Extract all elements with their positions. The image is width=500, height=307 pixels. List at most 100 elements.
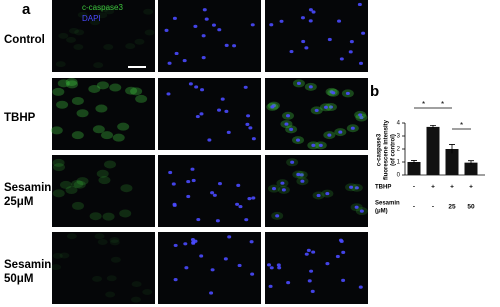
cytoplasm (135, 94, 148, 103)
micrograph (52, 78, 155, 150)
cells (51, 233, 153, 303)
cells (267, 238, 363, 294)
cytoplasm (120, 184, 133, 193)
nucleus (328, 105, 333, 109)
micrograph (52, 232, 155, 304)
micrograph (265, 155, 368, 227)
cytoplasm (71, 131, 84, 140)
cytoplasm (65, 78, 78, 87)
cytoplasm (104, 8, 115, 15)
nucleus (223, 257, 228, 261)
nucleus (217, 181, 222, 186)
micrograph (158, 78, 261, 150)
nucleus (215, 219, 220, 223)
cytoplasm (103, 43, 114, 50)
nucleus (210, 191, 215, 195)
cytoplasm (51, 264, 62, 271)
cytoplasm (142, 288, 153, 295)
nucleus (304, 46, 309, 50)
cytoplasm (109, 237, 120, 244)
cytoplasm (130, 296, 141, 303)
channel-label: c-caspase3 (82, 3, 123, 12)
bar (464, 162, 478, 175)
nucleus (276, 263, 281, 267)
nucleus (323, 105, 328, 109)
nucleus (280, 181, 285, 185)
cytoplasm (52, 189, 65, 198)
y-axis-label: c-caspase3 (377, 133, 383, 166)
condition-level: + (450, 184, 454, 191)
cytoplasm (110, 256, 121, 263)
cytoplasm (96, 81, 109, 90)
nucleus (168, 170, 173, 175)
nucleus (238, 204, 243, 209)
nucleus (310, 289, 315, 294)
nucleus (194, 85, 199, 89)
nucleus (358, 61, 363, 65)
cytoplasm (101, 131, 114, 140)
cytoplasm (112, 133, 125, 142)
micrograph (265, 0, 368, 72)
condition-level: - (432, 204, 434, 211)
nucleus (279, 19, 284, 23)
row-label: 25μM (4, 196, 33, 208)
cytoplasm (65, 186, 78, 195)
nucleus (350, 126, 355, 130)
nucleus (339, 239, 344, 243)
cytoplasm (90, 19, 101, 26)
nucleus (164, 28, 169, 32)
cytoplasm (66, 36, 77, 43)
cytoplasm (56, 100, 69, 109)
nucleus (224, 43, 229, 48)
nucleus (301, 39, 306, 44)
nucleus (220, 97, 225, 101)
nucleus (191, 240, 196, 245)
cytoplasm (99, 6, 110, 13)
bar (426, 126, 440, 175)
cytoplasm (73, 44, 84, 51)
nucleus (318, 143, 323, 147)
nucleus (284, 122, 289, 126)
nucleus (246, 114, 251, 118)
nucleus (248, 126, 253, 130)
significance-label: * (460, 121, 463, 130)
nucleus (357, 2, 362, 7)
nucleus (311, 143, 316, 147)
micrograph (265, 78, 368, 150)
nucleus (327, 37, 332, 42)
cytoplasm (92, 125, 105, 134)
nucleus (296, 172, 301, 177)
nucleus (166, 92, 171, 96)
cytoplasm (94, 233, 105, 240)
error-bar (411, 160, 417, 164)
nucleus (199, 254, 204, 258)
nucleus (289, 49, 294, 54)
nucleus (354, 186, 359, 190)
significance-label: * (422, 100, 425, 109)
nucleus (277, 266, 282, 270)
cytoplasm (53, 163, 66, 172)
nucleus (202, 8, 207, 12)
nucleus (210, 268, 215, 272)
cytoplasm (130, 87, 143, 96)
cytoplasm (143, 8, 154, 15)
nucleus (237, 263, 242, 268)
nucleus (361, 31, 366, 35)
condition-level: 25 (448, 204, 456, 211)
nucleus (281, 188, 286, 192)
nucleus (173, 243, 178, 248)
nucleus (275, 214, 280, 218)
y-tick-label: 0 (397, 173, 401, 179)
cells (168, 167, 256, 223)
nucleus (201, 56, 206, 60)
cytoplasm (72, 201, 85, 210)
cytoplasm (58, 32, 69, 39)
cytoplasm (117, 122, 130, 131)
nucleus (300, 179, 305, 183)
condition-level: - (413, 184, 415, 191)
nucleus (183, 242, 188, 246)
nucleus (247, 197, 252, 201)
nucleus (251, 196, 256, 200)
cytoplasm (71, 179, 84, 188)
nucleus (250, 23, 255, 27)
